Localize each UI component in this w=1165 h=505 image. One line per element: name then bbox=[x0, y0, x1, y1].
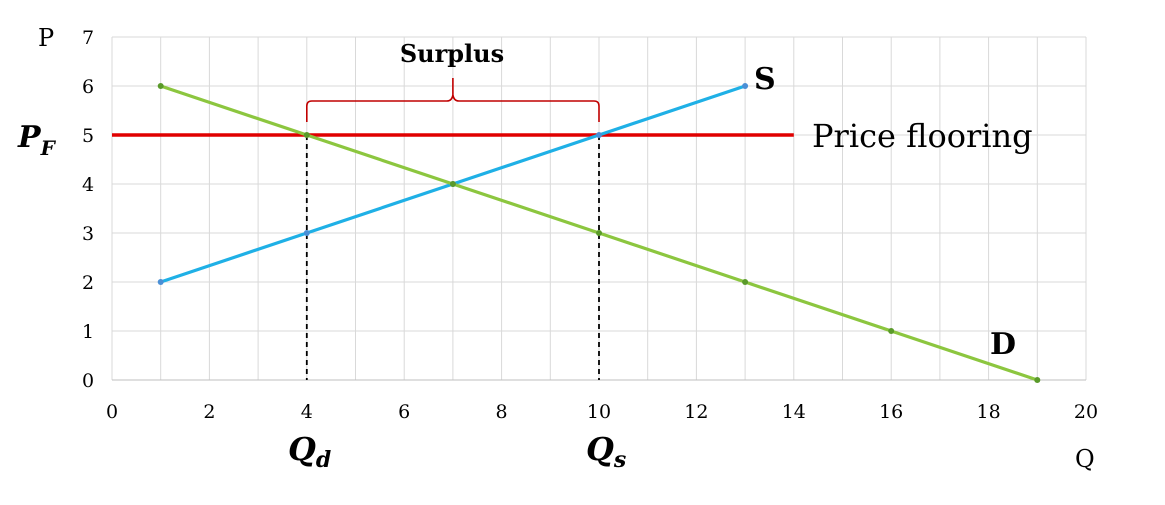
x-tick-label: 20 bbox=[1074, 401, 1098, 423]
demand-data-point bbox=[596, 230, 602, 236]
y-tick-label: 4 bbox=[82, 174, 94, 196]
y-axis-name: P bbox=[38, 24, 54, 52]
qd-label: Qd bbox=[288, 430, 331, 473]
surplus-label: Surplus bbox=[400, 39, 504, 68]
demand-curve-label: D bbox=[990, 327, 1016, 362]
supply-data-point bbox=[742, 83, 749, 89]
demand-data-point bbox=[157, 83, 164, 89]
y-tick-label: 5 bbox=[82, 125, 94, 147]
y-tick-label: 3 bbox=[82, 223, 94, 245]
price-floor-symbol: PF bbox=[17, 120, 57, 160]
supply-data-point bbox=[157, 279, 164, 285]
y-tick-label: 7 bbox=[82, 27, 94, 49]
x-tick-label: 6 bbox=[398, 401, 410, 423]
price-floor-symbol-sub: F bbox=[40, 136, 57, 160]
x-tick-label: 18 bbox=[977, 401, 1001, 423]
x-axis-name: Q bbox=[1075, 445, 1095, 473]
x-tick-label: 10 bbox=[587, 401, 611, 423]
supply-data-point bbox=[303, 230, 310, 236]
x-tick-label: 8 bbox=[496, 401, 508, 423]
x-tick-label: 12 bbox=[684, 401, 708, 423]
qd-label-sub: d bbox=[316, 447, 331, 473]
x-tick-label: 0 bbox=[106, 401, 118, 423]
surplus-brace bbox=[306, 78, 600, 122]
chart-labels: P Q S D Price flooring Surplus PF Qd Qs bbox=[17, 24, 1095, 473]
supply-data-point bbox=[596, 132, 602, 138]
supply-curve-label: S bbox=[754, 62, 776, 97]
y-tick-label: 2 bbox=[82, 272, 94, 294]
price-floor-symbol-base: P bbox=[17, 120, 42, 155]
demand-data-point bbox=[1034, 377, 1041, 383]
x-tick-label: 2 bbox=[203, 401, 215, 423]
y-tick-label: 0 bbox=[82, 370, 94, 392]
price-floor-label: Price flooring bbox=[812, 117, 1033, 155]
x-tick-label: 16 bbox=[879, 401, 903, 423]
demand-data-point bbox=[888, 328, 895, 334]
qs-label-base: Q bbox=[586, 430, 614, 468]
demand-data-point bbox=[303, 132, 310, 138]
demand-data-point bbox=[449, 181, 456, 187]
demand-data-point bbox=[742, 279, 749, 285]
qd-label-base: Q bbox=[288, 430, 316, 468]
qs-label: Qs bbox=[586, 430, 626, 473]
x-tick-label: 14 bbox=[782, 401, 806, 423]
x-tick-label: 4 bbox=[301, 401, 313, 423]
y-tick-label: 6 bbox=[82, 76, 94, 98]
surplus-brace-group bbox=[306, 78, 600, 122]
series-lines bbox=[157, 83, 1041, 383]
y-tick-label: 1 bbox=[82, 321, 94, 343]
quantity-guides bbox=[305, 135, 600, 380]
qs-label-sub: s bbox=[613, 447, 626, 473]
